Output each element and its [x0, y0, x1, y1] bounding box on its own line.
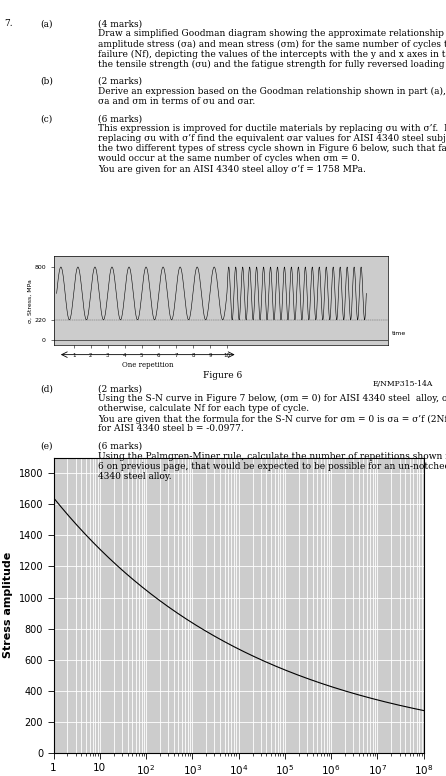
Text: (6 marks): (6 marks): [98, 114, 142, 123]
Text: E/NMP315-14A: E/NMP315-14A: [372, 380, 433, 388]
Text: You are given for an AISI 4340 steel alloy σ’f = 1758 MPa.: You are given for an AISI 4340 steel all…: [98, 165, 366, 174]
Text: time: time: [392, 331, 405, 337]
Text: Draw a simplified Goodman diagram showing the approximate relationship between: Draw a simplified Goodman diagram showin…: [98, 29, 446, 39]
Text: otherwise, calculate Nf for each type of cycle.: otherwise, calculate Nf for each type of…: [98, 404, 309, 414]
Text: for AISI 4340 steel b = -0.0977.: for AISI 4340 steel b = -0.0977.: [98, 424, 244, 434]
Text: (c): (c): [40, 114, 52, 123]
Text: failure (Nf), depicting the values of the intercepts with the y and x axes in te: failure (Nf), depicting the values of th…: [98, 50, 446, 59]
Text: Derive an expression based on the Goodman relationship shown in part (a), betwee: Derive an expression based on the Goodma…: [98, 87, 446, 96]
Text: (4 marks): (4 marks): [98, 19, 142, 29]
Text: (2 marks): (2 marks): [98, 384, 142, 393]
Text: 7.: 7.: [4, 19, 13, 29]
Text: (e): (e): [40, 442, 53, 451]
Text: would occur at the same number of cycles when σm = 0.: would occur at the same number of cycles…: [98, 154, 360, 164]
Text: (a): (a): [40, 19, 53, 29]
Text: 4340 steel alloy.: 4340 steel alloy.: [98, 472, 172, 481]
Text: the tensile strength (σu) and the fatigue strength for fully reversed loading (σ: the tensile strength (σu) and the fatigu…: [98, 60, 446, 69]
Text: amplitude stress (σa) and mean stress (σm) for the same number of cycles to fati: amplitude stress (σa) and mean stress (σ…: [98, 40, 446, 49]
Text: Using the S-N curve in Figure 7 below, (σm = 0) for AISI 4340 steel  alloy, or: Using the S-N curve in Figure 7 below, (…: [98, 394, 446, 404]
Y-axis label: σ, Stress, MPa: σ, Stress, MPa: [28, 279, 33, 323]
Text: replacing σu with σ’f find the equivalent σar values for AISI 4340 steel subject: replacing σu with σ’f find the equivalen…: [98, 134, 446, 144]
Text: Using the Palmgren-Miner rule, calculate the number of repetitions shown in Figu: Using the Palmgren-Miner rule, calculate…: [98, 452, 446, 461]
Text: (d): (d): [40, 384, 53, 393]
Y-axis label: Stress amplitude: Stress amplitude: [3, 553, 13, 658]
Text: (6 marks): (6 marks): [98, 442, 142, 451]
Text: (2 marks): (2 marks): [98, 77, 142, 86]
Text: This expression is improved for ductile materials by replacing σu with σ’f.  By: This expression is improved for ductile …: [98, 124, 446, 133]
Text: 6 on previous page, that would be expected to be possible for an un-notched AISI: 6 on previous page, that would be expect…: [98, 462, 446, 471]
Text: σa and σm in terms of σu and σar.: σa and σm in terms of σu and σar.: [98, 97, 256, 106]
Text: One repetition: One repetition: [122, 361, 173, 369]
Text: the two different types of stress cycle shown in Figure 6 below, such that failu: the two different types of stress cycle …: [98, 144, 446, 154]
Text: (b): (b): [40, 77, 53, 86]
Text: Figure 6: Figure 6: [203, 371, 243, 380]
Text: You are given that the formula for the S-N curve for σm = 0 is σa = σ’f (2Nf)b a: You are given that the formula for the S…: [98, 414, 446, 424]
